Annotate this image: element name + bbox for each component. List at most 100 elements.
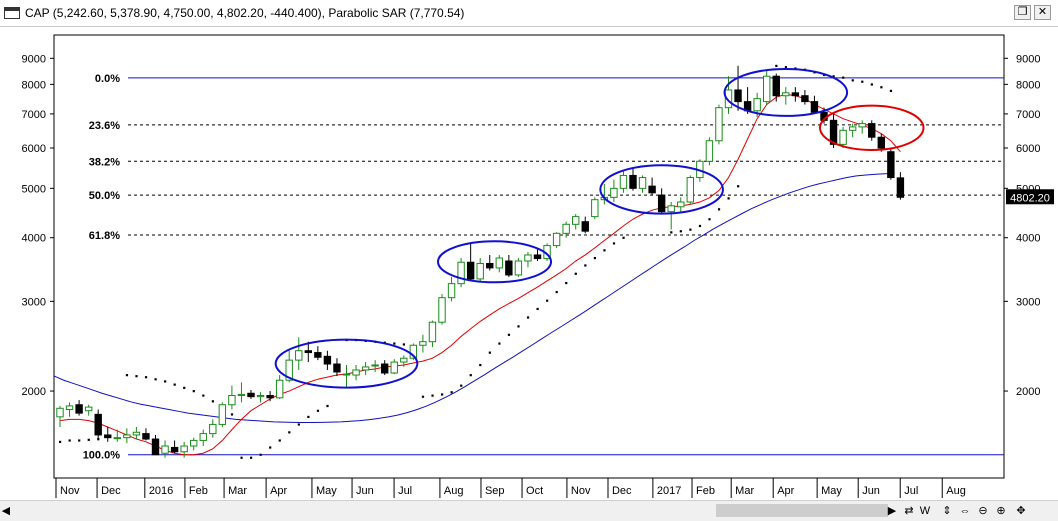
y-tick-label-right: 3000 <box>1016 296 1040 308</box>
sar-point <box>164 380 167 383</box>
candle <box>237 382 246 403</box>
restore-icon[interactable]: ❐ <box>1014 5 1031 20</box>
candle-body-up <box>476 262 484 280</box>
sar-point <box>546 299 549 302</box>
parabolic-sar-layer <box>59 64 893 459</box>
candle-body-up <box>610 187 618 198</box>
sar-point <box>402 343 405 346</box>
candle <box>648 177 656 196</box>
candle <box>801 89 809 105</box>
sar-point <box>78 439 81 442</box>
candle-body-up <box>686 177 694 203</box>
sar-point <box>269 446 272 449</box>
candle <box>715 104 723 145</box>
candle <box>247 389 255 399</box>
candle-body-up <box>667 205 675 213</box>
candle-body-up <box>705 140 714 162</box>
highlight-layer <box>274 67 925 389</box>
sar-point <box>593 256 596 260</box>
candle <box>371 360 379 372</box>
candle <box>142 428 150 441</box>
candle <box>170 440 179 454</box>
sar-point <box>393 342 396 345</box>
candle <box>466 243 475 281</box>
x-tick-label: Apr <box>777 485 794 497</box>
candle-body-down <box>486 262 494 269</box>
candle-body-down <box>314 352 322 358</box>
pan-button[interactable]: ✥ <box>1016 505 1026 517</box>
candle-body-down <box>323 355 332 365</box>
candle-body-up <box>132 431 141 436</box>
sync-button[interactable]: ⇄ <box>904 505 914 517</box>
sar-point <box>183 386 186 389</box>
x-tick-label: Feb <box>696 485 715 497</box>
chart-window-icon <box>4 7 20 19</box>
scroll-right-button[interactable]: ▶ <box>887 505 897 517</box>
candle <box>342 364 351 388</box>
candle <box>505 254 513 277</box>
candle <box>858 120 866 134</box>
candle-body-up <box>763 75 771 103</box>
sar-point <box>536 307 539 311</box>
period-week-button[interactable]: W <box>919 505 931 517</box>
candle-body-down <box>877 136 885 149</box>
sar-point <box>708 218 711 221</box>
candle-body-up <box>457 261 465 285</box>
candle <box>228 385 236 410</box>
price-chart[interactable]: 0.0% 23.6% 38.2% 50.0% 61.8% 100.0% 2000 2000 3… <box>0 27 1058 500</box>
sar-point <box>135 375 138 378</box>
candle-body-up <box>123 434 131 439</box>
x-tick-label: Jun <box>356 485 374 497</box>
candle <box>629 167 637 191</box>
candle-body-up <box>209 423 217 435</box>
bottom-toolbar: ◀ ▶ ⇄ W ⇕ ⇔ ⊖ ⊕ ✥ <box>0 500 1058 521</box>
candle <box>524 251 532 268</box>
sar-point <box>259 453 262 456</box>
x-tick-label: Nov <box>60 485 80 497</box>
candle-body-up <box>361 366 370 371</box>
y-tick-label-left: 7000 <box>22 109 46 121</box>
candle <box>75 400 83 416</box>
candle-body-down <box>94 413 102 436</box>
candle-body-down <box>657 194 666 213</box>
sar-point <box>526 316 530 319</box>
y-tick-label-right: 4000 <box>1016 233 1040 245</box>
sar-point <box>612 242 616 245</box>
sar-point <box>679 230 682 233</box>
candle <box>724 76 733 114</box>
sar-point <box>469 374 472 377</box>
candle <box>409 343 418 361</box>
candle-body-up <box>524 254 532 262</box>
horizontal-scale-button[interactable]: ⇔ <box>959 505 971 517</box>
x-tick-label: May <box>821 485 842 497</box>
candle <box>180 441 188 458</box>
candle <box>295 337 303 370</box>
candle <box>275 375 284 399</box>
x-tick-label: Dec <box>612 485 632 497</box>
scroll-track[interactable] <box>10 504 890 517</box>
candle <box>848 123 857 138</box>
close-icon[interactable]: ✕ <box>1034 5 1051 20</box>
sar-point <box>584 264 587 267</box>
candle-body-down <box>772 75 780 97</box>
zoom-out-button[interactable]: ⊖ <box>978 505 988 517</box>
sar-point <box>479 363 482 367</box>
sar-point <box>507 333 511 336</box>
sar-point <box>431 394 434 397</box>
scroll-left-button[interactable]: ◀ <box>1 505 11 517</box>
x-tick-label: 2016 <box>149 485 173 497</box>
candle-body-up <box>352 369 360 376</box>
zoom-in-button[interactable]: ⊕ <box>996 505 1006 517</box>
y-tick-label-left: 5000 <box>22 183 46 195</box>
vertical-scale-button[interactable]: ⇕ <box>942 505 952 517</box>
highlight-ellipse <box>437 240 553 284</box>
scroll-thumb[interactable] <box>716 504 888 517</box>
candle <box>361 362 370 376</box>
candle <box>333 358 341 377</box>
sar-point <box>202 394 205 397</box>
candle <box>667 202 675 230</box>
candle <box>610 179 618 203</box>
candle-body-down <box>887 151 895 179</box>
last-price-box <box>1006 189 1054 205</box>
sar-point <box>288 431 291 434</box>
